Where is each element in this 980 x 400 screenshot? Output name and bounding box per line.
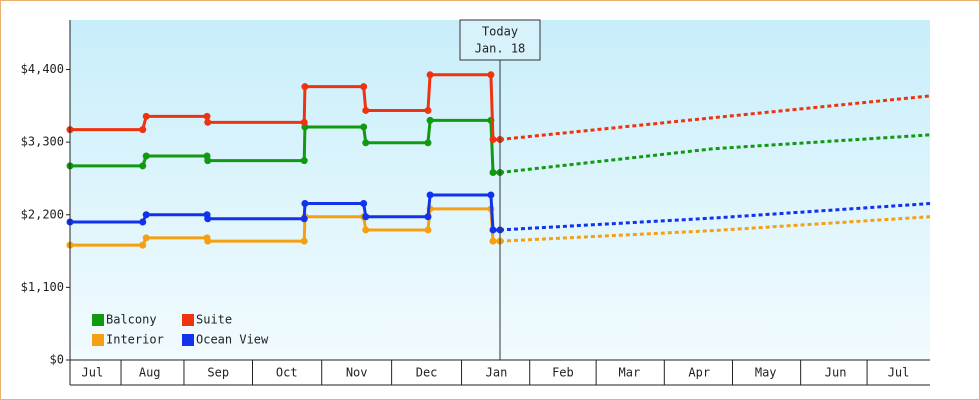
x-tick-label: Aug xyxy=(139,366,161,380)
series-line xyxy=(70,207,500,247)
y-tick-label: $0 xyxy=(50,353,64,367)
point xyxy=(360,83,368,91)
point xyxy=(300,215,308,223)
legend-label: Balcony xyxy=(106,313,157,327)
point xyxy=(362,213,370,221)
point xyxy=(426,116,434,124)
x-tick-label: Feb xyxy=(552,366,574,380)
point xyxy=(489,226,497,234)
today-box xyxy=(459,19,541,61)
forecast-line xyxy=(499,202,931,232)
point xyxy=(139,241,147,249)
point xyxy=(142,112,150,120)
x-tick-label: Jan xyxy=(486,366,508,380)
forecast-line xyxy=(499,133,931,174)
point xyxy=(139,126,147,134)
legend-swatch xyxy=(92,334,104,346)
point xyxy=(487,71,495,79)
point xyxy=(362,139,370,147)
point xyxy=(424,213,432,221)
point xyxy=(489,237,497,245)
point xyxy=(203,112,211,120)
forecast-line xyxy=(499,215,931,243)
series-line xyxy=(70,73,500,141)
point xyxy=(424,139,432,147)
point xyxy=(487,191,495,199)
x-tick-label: Sep xyxy=(207,366,229,380)
legend-swatch xyxy=(182,334,194,346)
point xyxy=(360,200,368,208)
series-line xyxy=(70,193,500,232)
y-tick-label: $4,400 xyxy=(21,62,64,76)
point xyxy=(424,226,432,234)
x-tick-label: Jun xyxy=(825,366,847,380)
point xyxy=(426,71,434,79)
forecast-line xyxy=(499,94,931,141)
point xyxy=(204,215,212,223)
point xyxy=(362,226,370,234)
today-label: Jan. 18 xyxy=(475,42,526,56)
point xyxy=(301,83,309,91)
point xyxy=(204,157,212,165)
point xyxy=(489,135,497,143)
legend-swatch xyxy=(92,314,104,326)
point xyxy=(204,118,212,126)
point xyxy=(139,162,147,170)
legend-label: Suite xyxy=(196,313,232,327)
point xyxy=(204,237,212,245)
point xyxy=(139,218,147,226)
legend-label: Interior xyxy=(106,333,164,347)
x-tick-label: Apr xyxy=(688,366,710,380)
point xyxy=(142,152,150,160)
x-tick-label: Jul xyxy=(888,366,910,380)
series-line xyxy=(70,118,500,175)
x-tick-label: May xyxy=(755,366,777,380)
y-tick-label: $2,200 xyxy=(21,207,64,221)
point xyxy=(489,169,497,177)
legend-label: Ocean View xyxy=(196,333,269,347)
x-tick-label: Nov xyxy=(346,366,368,380)
x-tick-label: Oct xyxy=(276,366,298,380)
point xyxy=(300,157,308,165)
today-label: Today xyxy=(482,25,518,39)
x-tick-label: Dec xyxy=(416,366,438,380)
point xyxy=(426,191,434,199)
point xyxy=(360,123,368,131)
y-tick-label: $1,100 xyxy=(21,280,64,294)
point xyxy=(142,234,150,242)
legend-swatch xyxy=(182,314,194,326)
x-tick-label: Jul xyxy=(82,366,104,380)
x-tick-label: Mar xyxy=(619,366,641,380)
point xyxy=(300,118,308,126)
point xyxy=(424,106,432,114)
point xyxy=(142,211,150,219)
point xyxy=(362,106,370,114)
y-tick-label: $3,300 xyxy=(21,135,64,149)
point xyxy=(301,200,309,208)
point xyxy=(300,237,308,245)
